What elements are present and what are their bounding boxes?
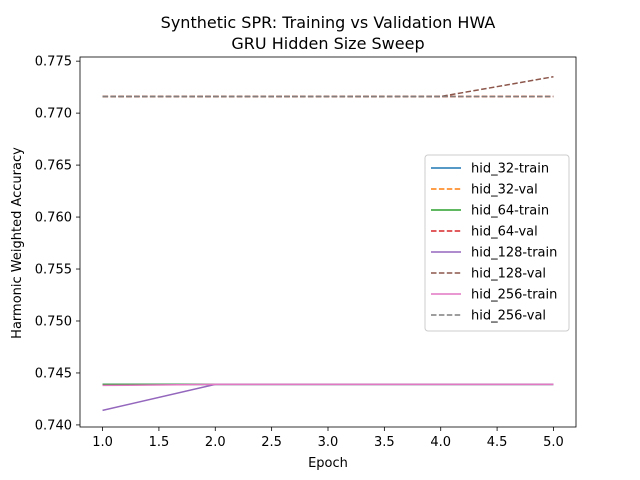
plot-area: 1.0 1.5 2.0 2.5 3.0 3.5 4.0 4.5 5.0 0.740 0.745 0.7… xyxy=(35,55,577,450)
x-tick-label: 5.0 xyxy=(543,435,564,450)
y-tick-label: 0.775 xyxy=(35,55,72,70)
legend-label-hid_128-train: hid_128-train xyxy=(471,246,557,261)
y-axis-label: Harmonic Weighted Accuracy xyxy=(10,147,25,339)
chart-title-line-2: GRU Hidden Size Sweep xyxy=(231,34,424,53)
x-tick-label: 2.0 xyxy=(205,435,226,450)
x-tick-label: 1.5 xyxy=(149,435,170,450)
legend-label-hid_128-val: hid_128-val xyxy=(471,267,546,282)
x-tick-label: 3.5 xyxy=(374,435,395,450)
y-tick-label: 0.765 xyxy=(35,159,72,174)
x-axis-label: Epoch xyxy=(308,456,348,471)
y-tick-label: 0.770 xyxy=(35,107,72,122)
legend-label-hid_64-val: hid_64-val xyxy=(471,225,538,240)
legend-label-hid_32-train: hid_32-train xyxy=(471,162,549,177)
x-tick-label: 3.0 xyxy=(318,435,339,450)
legend: hid_32-train hid_32-val hid_64-train hid_64… xyxy=(424,154,570,332)
y-tick-label: 0.755 xyxy=(35,263,72,278)
chart-title-line-1: Synthetic SPR: Training vs Validation HW… xyxy=(161,13,496,32)
legend-box xyxy=(424,154,570,332)
x-tick-label: 4.0 xyxy=(430,435,451,450)
legend-label-hid_64-train: hid_64-train xyxy=(471,204,549,219)
y-tick-label: 0.760 xyxy=(35,211,72,226)
y-tick-label: 0.745 xyxy=(35,366,72,381)
x-tick-label: 2.5 xyxy=(261,435,282,450)
series-line-hid_256-train xyxy=(102,383,554,387)
legend-label-hid_256-val: hid_256-val xyxy=(471,309,546,324)
x-tick-label: 4.5 xyxy=(487,435,508,450)
legend-label-hid_32-val: hid_32-val xyxy=(471,183,538,198)
y-tick-label: 0.740 xyxy=(35,418,72,433)
legend-label-hid_256-train: hid_256-train xyxy=(471,288,557,303)
y-tick-label: 0.750 xyxy=(35,314,72,329)
x-tick-label: 1.0 xyxy=(92,435,113,450)
